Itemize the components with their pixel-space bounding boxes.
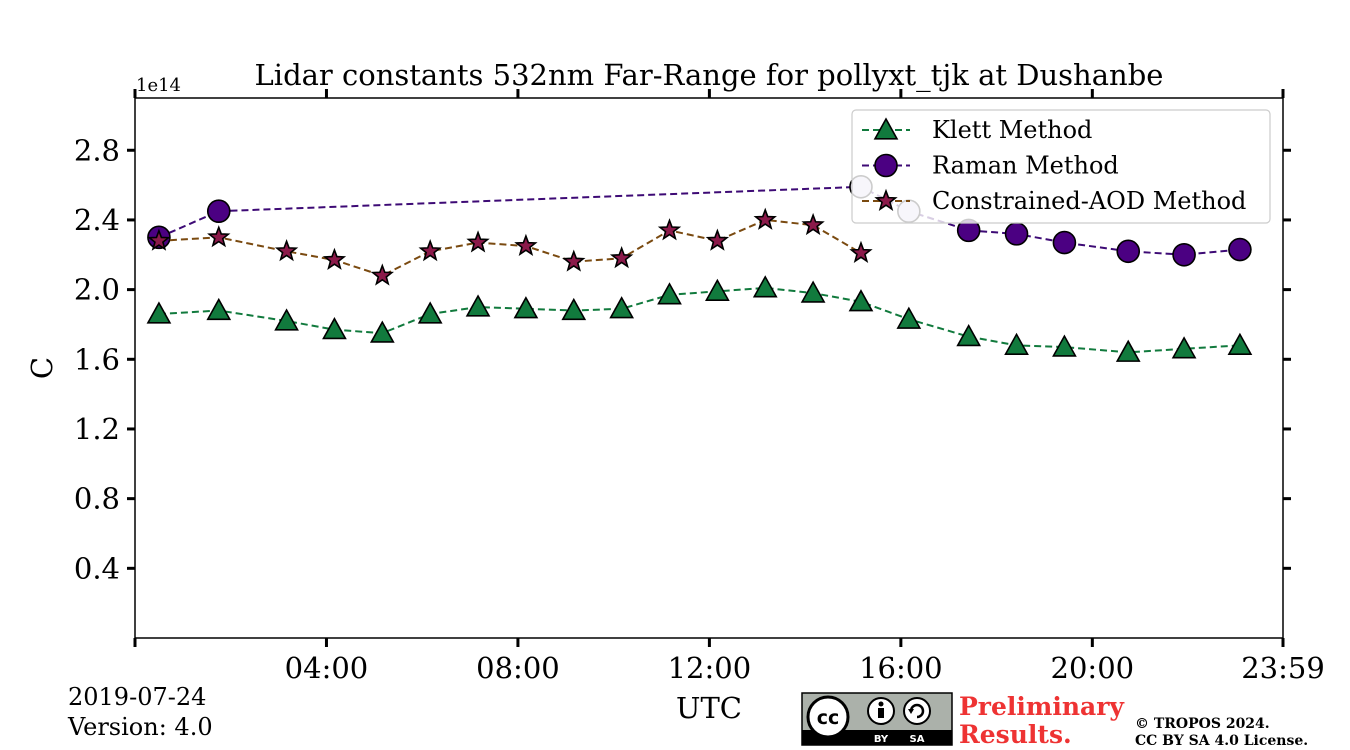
data-point xyxy=(896,306,922,329)
data-point xyxy=(800,280,826,303)
series-line xyxy=(158,286,1240,354)
y-axis-label: C xyxy=(25,357,59,379)
x-tick-label: 20:00 xyxy=(1051,651,1135,685)
x-tick-label: 04:00 xyxy=(285,651,369,685)
data-point xyxy=(1052,334,1077,357)
data-point xyxy=(753,207,777,230)
data-point xyxy=(849,240,873,263)
data-point xyxy=(609,245,634,269)
legend: Klett Method Raman Method Constrained-AOD … xyxy=(851,109,1271,224)
y-tick-label: 2.8 xyxy=(74,133,120,167)
svg-text:BY: BY xyxy=(874,734,889,745)
copyright-line1: © TROPOS 2024. xyxy=(1135,716,1270,732)
data-point xyxy=(146,301,172,324)
data-point xyxy=(956,323,982,347)
cc-icon xyxy=(806,695,850,739)
data-point xyxy=(466,230,490,253)
data-point xyxy=(657,282,682,305)
legend-label: Klett Method xyxy=(932,116,1092,144)
preliminary-line2: Results. xyxy=(959,720,1072,749)
data-point xyxy=(370,263,394,286)
data-point xyxy=(274,239,299,262)
y-offset-label: 1e14 xyxy=(136,75,181,96)
cc-license-badge: cc BY SA xyxy=(801,692,953,746)
data-point xyxy=(562,249,586,272)
data-point xyxy=(513,296,539,319)
legend-marker xyxy=(874,188,898,211)
y-tick-label: 2.4 xyxy=(74,203,120,237)
footer-date: 2019-07-24 xyxy=(68,683,206,711)
data-point xyxy=(1227,332,1253,355)
data-point xyxy=(1004,332,1029,355)
data-point xyxy=(417,301,443,324)
data-point xyxy=(514,233,538,256)
data-point xyxy=(1172,242,1196,267)
series-constrained-aod-method xyxy=(147,207,873,286)
data-point xyxy=(369,320,395,343)
data-point xyxy=(207,225,231,248)
y-tick-label: 0.8 xyxy=(74,482,120,516)
data-point xyxy=(1115,339,1141,362)
legend-label: Raman Method xyxy=(932,152,1119,180)
legend-marker xyxy=(874,153,898,178)
legend-marker xyxy=(873,117,899,140)
data-point xyxy=(274,308,299,331)
preliminary-line1: Preliminary xyxy=(959,692,1125,721)
data-point xyxy=(1228,237,1252,262)
svg-text:cc: cc xyxy=(817,707,840,729)
data-point xyxy=(322,317,347,340)
data-point xyxy=(705,278,730,301)
copyright-line2: CC BY SA 4.0 License. xyxy=(1135,733,1308,749)
data-point xyxy=(1052,230,1077,255)
data-point xyxy=(1171,336,1197,359)
x-tick-label: 12:00 xyxy=(668,651,752,685)
data-point xyxy=(206,297,232,321)
data-point xyxy=(1116,239,1141,264)
sa-share-icon xyxy=(903,697,931,725)
y-tick-label: 1.6 xyxy=(74,342,120,376)
series-line xyxy=(158,218,862,277)
x-tick-label: 16:00 xyxy=(859,651,943,685)
data-point xyxy=(752,275,778,298)
svg-text:SA: SA xyxy=(910,734,925,745)
data-point xyxy=(705,228,730,251)
data-point xyxy=(801,212,825,236)
data-point xyxy=(1004,222,1029,246)
series-line xyxy=(158,185,1241,256)
data-point xyxy=(657,218,682,241)
data-point xyxy=(465,294,491,317)
data-point xyxy=(561,297,587,321)
y-tick-label: 1.2 xyxy=(74,412,120,446)
chart-title: Lidar constants 532nm Far-Range for poll… xyxy=(255,58,1164,93)
data-point xyxy=(147,228,171,251)
legend-box xyxy=(851,109,1271,224)
data-point xyxy=(322,247,347,270)
x-axis-label: UTC xyxy=(676,691,742,725)
x-tick-label: 08:00 xyxy=(476,651,560,685)
data-point xyxy=(848,289,874,312)
data-point xyxy=(418,239,442,262)
y-tick-label: 0.4 xyxy=(74,551,120,585)
x-tick-label: 23:59 xyxy=(1241,651,1325,685)
data-point xyxy=(206,199,231,224)
y-tick-label: 2.0 xyxy=(74,273,120,307)
y-ticks: 0.4 0.8 1.2 1.6 2.0 2.4 2.8 xyxy=(74,133,1291,585)
data-point xyxy=(609,296,635,319)
footer-version: Version: 4.0 xyxy=(67,713,213,741)
x-ticks: 04:00 08:00 12:00 16:00 20:00 23:59 xyxy=(133,89,1325,685)
series-klett-method xyxy=(146,275,1253,362)
legend-label: Constrained-AOD Method xyxy=(932,187,1246,215)
